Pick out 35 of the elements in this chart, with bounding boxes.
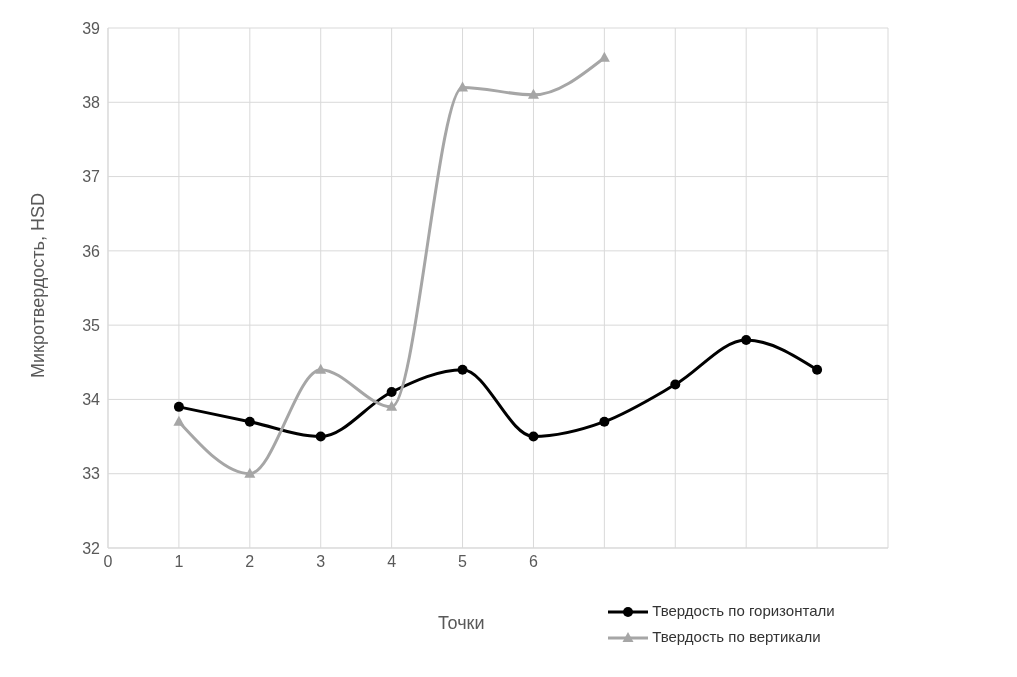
y-tick-label: 36: [82, 242, 101, 260]
point: [244, 416, 255, 427]
point: [457, 364, 468, 375]
x-tick-label: 3: [316, 553, 326, 571]
x-tick-label: 5: [458, 553, 468, 571]
point: [528, 431, 539, 442]
x-tick-label: 2: [245, 553, 255, 571]
point: [173, 415, 185, 426]
x-tick-label: 1: [174, 553, 184, 571]
x-axis-title: Точки: [438, 613, 485, 634]
point: [315, 431, 326, 442]
point: [670, 379, 681, 390]
y-tick-label: 37: [82, 168, 101, 186]
point: [386, 400, 398, 411]
y-axis-title: Микротвердость, HSD: [28, 193, 49, 378]
x-tick-label: 6: [529, 553, 538, 571]
legend-label: Твердость по вертикали: [651, 627, 822, 647]
x-tick-label: 4: [387, 553, 397, 571]
point: [599, 416, 610, 427]
y-tick-label: 39: [82, 19, 101, 37]
point: [173, 401, 184, 412]
y-tick-label: 33: [82, 465, 101, 483]
point: [457, 81, 469, 92]
y-tick-label: 32: [82, 539, 101, 557]
y-tick-label: 35: [82, 316, 101, 334]
legend-label: Твердость по горизонтали: [651, 601, 835, 621]
point: [527, 88, 539, 99]
point: [386, 387, 397, 397]
point: [315, 363, 327, 374]
point: [244, 467, 256, 478]
y-tick-label: 34: [82, 391, 101, 409]
y-tick-label: 38: [82, 93, 101, 111]
point: [741, 335, 752, 345]
point: [812, 364, 823, 375]
x-tick-label: 0: [103, 553, 113, 571]
